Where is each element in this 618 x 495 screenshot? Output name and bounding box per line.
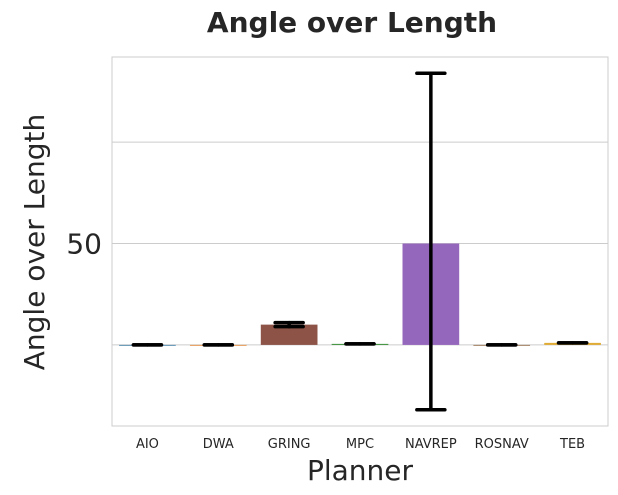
x-tick-label: AIO xyxy=(136,437,159,452)
x-tick-label: ROSNAV xyxy=(475,437,529,452)
x-tick-label: NAVREP xyxy=(405,437,457,452)
x-tick-label: DWA xyxy=(203,437,234,452)
y-ticks: 50 xyxy=(66,228,102,261)
bar-gring xyxy=(260,324,318,345)
chart-title: Angle over Length xyxy=(207,6,497,39)
y-tick-label: 50 xyxy=(66,228,102,261)
x-tick-label: GRING xyxy=(268,437,311,452)
x-axis-label: Planner xyxy=(307,454,414,487)
plot-area xyxy=(111,56,609,427)
error-bars xyxy=(131,71,589,412)
y-axis-label: Angle over Length xyxy=(18,114,51,371)
x-tick-label: MPC xyxy=(346,437,374,452)
x-ticks: AIO DWA GRING MPC NAVREP ROSNAV TEB xyxy=(136,437,585,452)
x-tick-label: TEB xyxy=(559,437,585,452)
